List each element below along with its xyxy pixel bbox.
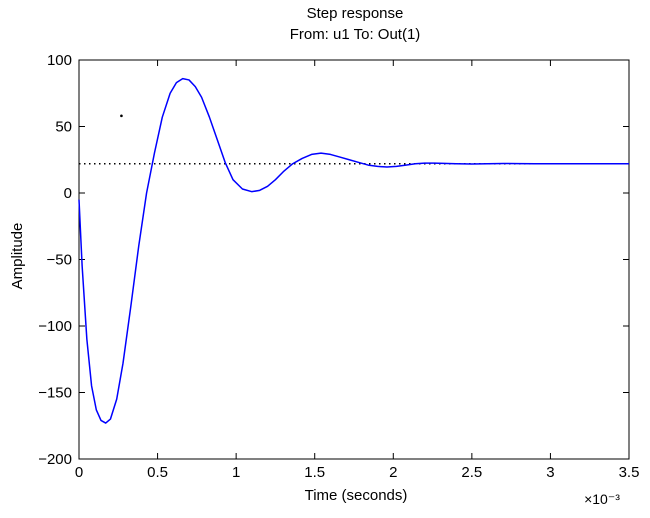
y-tick-label: −100: [38, 318, 72, 335]
chart-subtitle: From: u1 To: Out(1): [290, 26, 421, 43]
x-tick-label: 2.5: [461, 464, 482, 481]
x-tick-label: 1.5: [304, 464, 325, 481]
x-tick-label: 3: [546, 464, 554, 481]
x-axis-label: Time (seconds): [305, 487, 408, 504]
x-axis-multiplier: ×10⁻³: [584, 491, 620, 507]
step-response-line: [78, 77, 629, 424]
x-tick-label: 0.5: [147, 464, 168, 481]
chart-title: Step response: [307, 5, 404, 22]
x-tick-label: 0: [75, 464, 83, 481]
x-tick-label: 3.5: [619, 464, 640, 481]
x-tick-label: 2: [389, 464, 397, 481]
y-axis-label: Amplitude: [9, 223, 26, 290]
plot-area: 0 0.5 1 1.5 2 2.5 3 3.5 100 50 0 −50 −100 −150 −200: [38, 52, 639, 481]
y-tick-label: −200: [38, 451, 72, 468]
y-tick-label: 0: [64, 185, 72, 202]
stray-point-marker: [120, 114, 123, 118]
y-tick-label: 50: [55, 119, 72, 136]
y-tick-label: 100: [47, 52, 72, 69]
y-tick-label: −50: [47, 252, 72, 269]
x-tick-label: 1: [232, 464, 240, 481]
y-tick-label: −150: [38, 385, 72, 402]
plot-frame: [78, 59, 630, 460]
